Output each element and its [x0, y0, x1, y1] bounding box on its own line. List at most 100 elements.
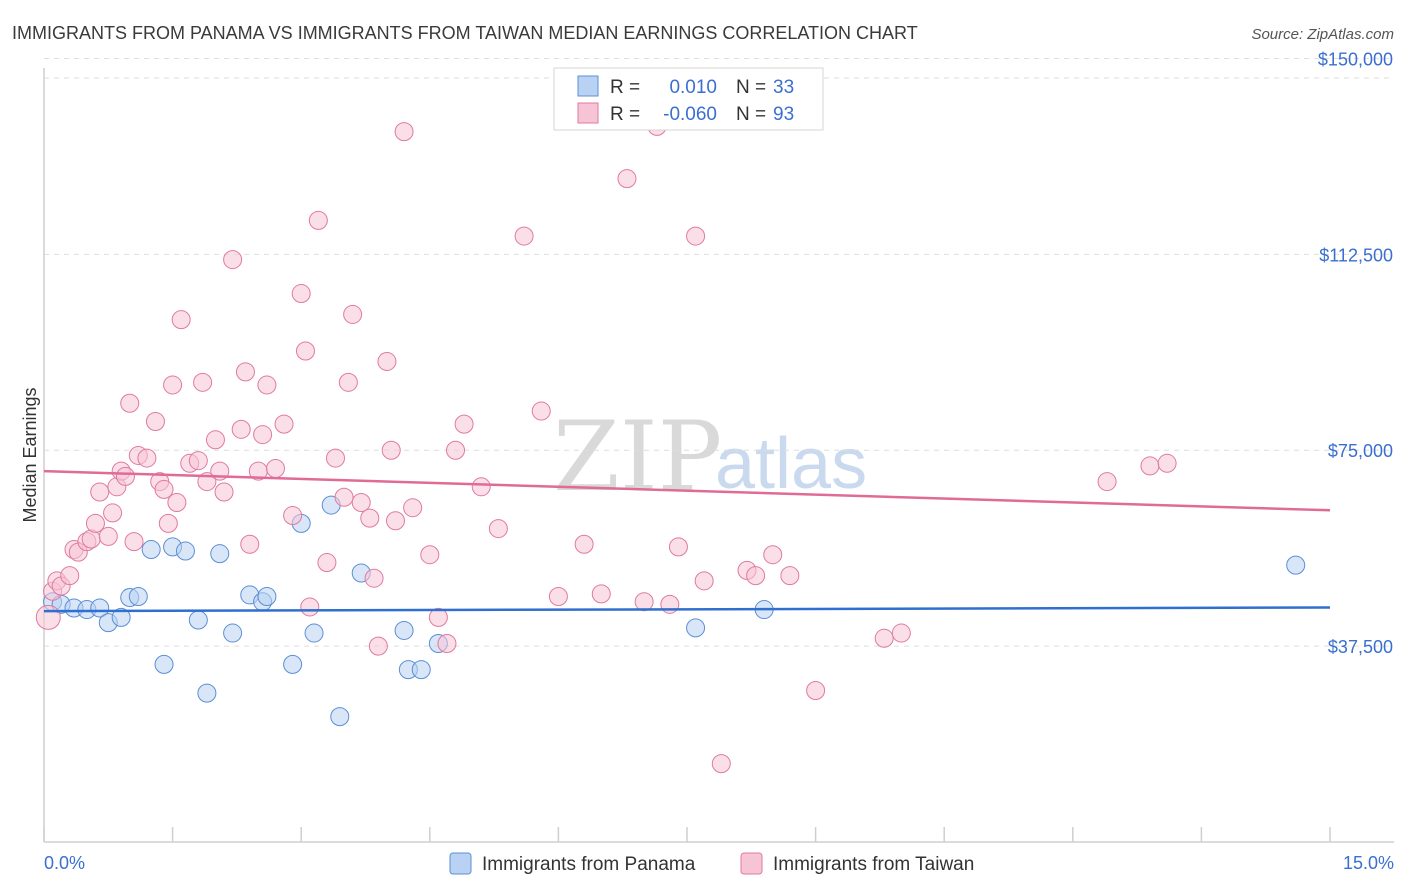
taiwan-point-16 — [120, 393, 140, 413]
taiwan-point-4 — [60, 566, 80, 586]
panama-point-32 — [1286, 555, 1306, 575]
taiwan-point-88 — [874, 628, 894, 648]
taiwan-point-60 — [394, 122, 414, 142]
bottom-legend: Immigrants from Panama Immigrants from T… — [449, 852, 974, 875]
taiwan-point-64 — [437, 634, 457, 654]
y-tick-label-1: $75,000 — [1328, 441, 1393, 461]
bottom-legend-swatch-taiwan — [740, 852, 763, 875]
legend-frame — [553, 67, 824, 131]
taiwan-point-57 — [377, 351, 397, 371]
taiwan-point-49 — [325, 448, 345, 468]
taiwan-point-41 — [265, 459, 285, 479]
y-tick-labels: $37,500 $75,000 $112,500 $150,000 — [1318, 49, 1393, 657]
panama-point-20 — [283, 654, 303, 674]
trend-lines — [43, 469, 1331, 613]
taiwan-point-31 — [205, 430, 225, 450]
chart-title: IMMIGRANTS FROM PANAMA VS IMMIGRANTS FRO… — [12, 23, 918, 43]
taiwan-point-39 — [253, 425, 273, 445]
taiwan-point-52 — [343, 304, 363, 324]
panama-point-9 — [141, 539, 161, 559]
taiwan-point-55 — [364, 568, 384, 588]
taiwan-point-76 — [634, 592, 654, 612]
taiwan-point-25 — [167, 492, 187, 512]
taiwan-point-19 — [137, 448, 157, 468]
panama-point-8 — [128, 586, 148, 606]
taiwan-point-44 — [291, 284, 311, 304]
axes — [43, 68, 1394, 843]
taiwan-point-46 — [300, 597, 320, 617]
bottom-legend-label-panama: Immigrants from Panama — [482, 854, 696, 875]
taiwan-point-84 — [746, 566, 766, 586]
taiwan-point-8 — [81, 529, 101, 549]
taiwan-point-24 — [163, 375, 183, 395]
legend-swatch-panama — [577, 75, 599, 97]
taiwan-point-9 — [85, 513, 105, 533]
taiwan-point-37 — [240, 534, 260, 554]
taiwan-point-47 — [308, 210, 328, 230]
y-tick-label-2: $112,500 — [1319, 245, 1393, 265]
panama-point-12 — [175, 541, 195, 561]
taiwan-point-74 — [617, 169, 637, 189]
taiwan-point-71 — [548, 586, 568, 606]
panama-point-22 — [304, 623, 324, 643]
taiwan-point-33 — [214, 482, 234, 502]
bottom-legend-swatch-panama — [449, 852, 472, 875]
taiwan-point-26 — [171, 310, 191, 330]
x-tick-label-left: 0.0% — [44, 853, 85, 873]
taiwan-point-65 — [446, 440, 466, 460]
taiwan-point-80 — [686, 226, 706, 246]
taiwan-point-66 — [454, 414, 474, 434]
taiwan-point-15 — [115, 466, 135, 486]
taiwan-point-62 — [420, 545, 440, 565]
taiwan-point-73 — [591, 584, 611, 604]
legend-r-label-panama: R = — [610, 77, 640, 98]
taiwan-point-86 — [780, 566, 800, 586]
grid-lines — [44, 57, 1394, 647]
taiwan-point-45 — [295, 341, 315, 361]
panama-point-16 — [223, 623, 243, 643]
legend-n-label-panama: N = — [736, 77, 766, 98]
taiwan-point-12 — [103, 503, 123, 523]
taiwan-point-43 — [283, 506, 303, 526]
taiwan-point-51 — [338, 372, 358, 392]
taiwan-point-79 — [668, 537, 688, 557]
legend-r-value-taiwan: -0.060 — [663, 104, 717, 125]
taiwan-point-22 — [154, 479, 174, 499]
y-tick-label-3: $150,000 — [1318, 49, 1393, 69]
watermark-atlas: atlas — [715, 424, 867, 504]
taiwan-point-42 — [274, 414, 294, 434]
taiwan-point-17 — [124, 532, 144, 552]
taiwan-point-85 — [763, 545, 783, 565]
taiwan-point-11 — [98, 526, 118, 546]
taiwan-point-23 — [158, 513, 178, 533]
taiwan-point-92 — [1157, 453, 1177, 473]
taiwan-point-50 — [334, 487, 354, 507]
taiwan-point-40 — [257, 375, 277, 395]
y-tick-label-0: $37,500 — [1328, 637, 1393, 657]
taiwan-point-54 — [360, 508, 380, 528]
panama-point-26 — [394, 620, 414, 640]
taiwan-point-29 — [193, 372, 213, 392]
taiwan-point-87 — [806, 681, 826, 701]
panama-point-30 — [686, 618, 706, 638]
taiwan-point-59 — [386, 511, 406, 531]
panama-point-14 — [197, 683, 217, 703]
y-axis-label: Median Earnings — [20, 387, 40, 522]
x-tick-label-right: 15.0% — [1343, 853, 1394, 873]
taiwan-point-67 — [471, 477, 491, 497]
taiwan-point-36 — [235, 362, 255, 382]
legend-r-value-panama: 0.010 — [669, 77, 717, 98]
taiwan-point-0 — [35, 604, 61, 630]
taiwan-point-10 — [90, 482, 110, 502]
taiwan-point-48 — [317, 553, 337, 573]
taiwan-point-78 — [660, 594, 680, 614]
taiwan-point-69 — [514, 226, 534, 246]
legend-swatch-taiwan — [577, 102, 599, 124]
watermark-zip: ZIP — [553, 401, 722, 513]
taiwan-point-91 — [1140, 456, 1160, 476]
legend-r-label-taiwan: R = — [610, 104, 640, 125]
legend-box: R = 0.010 N = 33 R = -0.060 N = 93 — [553, 67, 824, 131]
panama-point-28 — [411, 660, 431, 680]
taiwan-point-20 — [145, 412, 165, 432]
